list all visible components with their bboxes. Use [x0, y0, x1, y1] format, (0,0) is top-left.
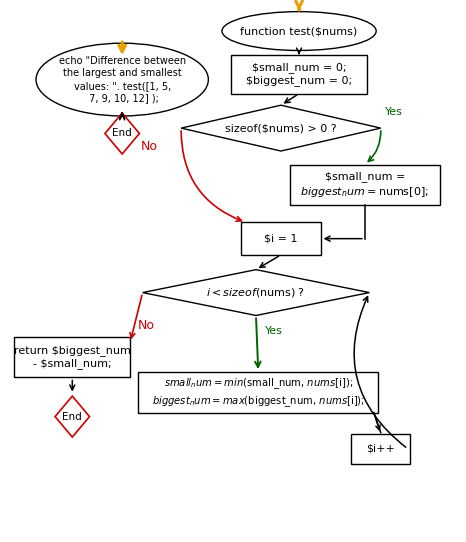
Text: Yes: Yes [385, 107, 403, 117]
Text: sizeof($nums) > 0 ?: sizeof($nums) > 0 ? [225, 123, 337, 133]
Text: echo "Difference between
the largest and smallest
values: ". test([1, 5,
 7, 9, : echo "Difference between the largest and… [59, 56, 186, 103]
Polygon shape [143, 270, 370, 315]
Bar [14, 337, 130, 377]
Text: End: End [62, 411, 82, 422]
Text: End: End [112, 128, 132, 139]
Text: $i < sizeof($nums) ?: $i < sizeof($nums) ? [206, 286, 306, 299]
Text: No: No [140, 140, 158, 153]
Ellipse shape [36, 43, 208, 116]
Text: $i++: $i++ [366, 444, 395, 454]
Text: $small_num = 0;
$biggest_num = 0;: $small_num = 0; $biggest_num = 0; [246, 62, 352, 86]
Text: No: No [138, 319, 155, 332]
Bar [351, 434, 410, 464]
Text: return $biggest_num
- $small_num;: return $biggest_num - $small_num; [14, 345, 131, 370]
Polygon shape [55, 396, 89, 437]
Ellipse shape [222, 11, 376, 50]
Text: function test($nums): function test($nums) [240, 26, 358, 36]
Polygon shape [181, 105, 381, 151]
Text: $i = 1: $i = 1 [264, 234, 298, 244]
Bar [241, 222, 321, 255]
Text: Yes: Yes [265, 326, 283, 337]
Text: $small_num =
$biggest_num = $nums[0];: $small_num = $biggest_num = $nums[0]; [301, 171, 429, 199]
Polygon shape [105, 113, 139, 154]
Text: $small_num = min($small_num, $nums[$i]);
$biggest_num = max($biggest_num, $nums[: $small_num = min($small_num, $nums[$i]);… [152, 376, 365, 409]
Bar [290, 165, 439, 205]
Bar [231, 55, 367, 94]
Bar [138, 372, 378, 412]
